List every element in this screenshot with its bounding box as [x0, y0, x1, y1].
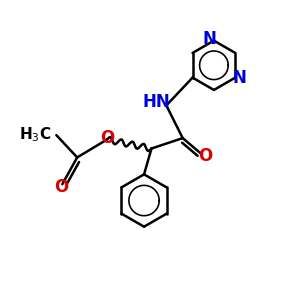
Text: O: O — [199, 147, 213, 165]
Text: N: N — [233, 69, 247, 87]
Text: N: N — [202, 30, 216, 48]
Text: O: O — [100, 128, 114, 146]
Text: HN: HN — [143, 93, 171, 111]
Text: O: O — [54, 178, 68, 196]
Text: H$_3$C: H$_3$C — [19, 125, 51, 144]
